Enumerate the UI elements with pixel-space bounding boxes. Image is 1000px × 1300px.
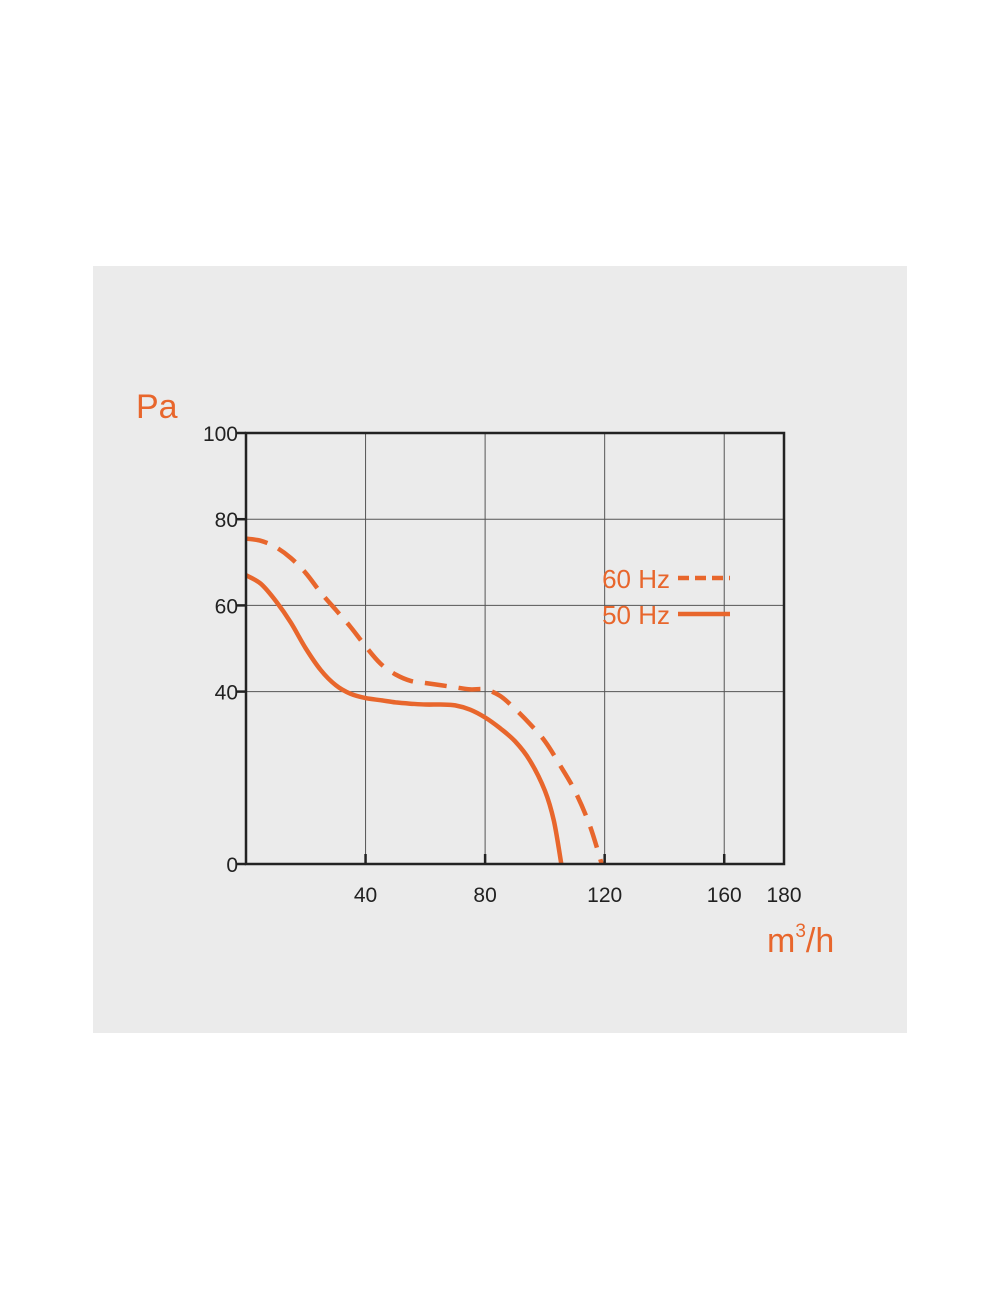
x-axis-label-tail: /h — [806, 922, 834, 960]
ticks: 40 80 120 160 180 0 40 60 80 100 — [203, 423, 802, 907]
y-axis-label: Pa — [136, 388, 178, 426]
tick-label-x-40: 40 — [354, 884, 377, 907]
tick-label-x-160: 160 — [707, 884, 742, 907]
x-axis-label: m3/h — [767, 921, 834, 960]
plot-frame — [244, 431, 786, 866]
tick-label-y-0: 0 — [226, 854, 238, 877]
legend: 60 Hz 50 Hz — [602, 564, 730, 630]
tick-label-y-40: 40 — [215, 682, 238, 705]
grid — [246, 433, 784, 864]
legend-label-50-hz: 50 Hz — [602, 600, 670, 630]
legend-label-60-hz: 60 Hz — [602, 564, 670, 594]
x-axis-label-main: m — [767, 922, 795, 960]
series-group — [244, 536, 604, 865]
series-line-60-hz — [245, 536, 604, 865]
series-line-50-hz — [244, 573, 564, 865]
x-axis-label-sup: 3 — [795, 921, 806, 942]
chart-background-panel — [93, 266, 907, 1033]
tick-label-x-120: 120 — [587, 884, 622, 907]
tick-label-x-80: 80 — [473, 884, 496, 907]
tick-label-y-80: 80 — [215, 509, 238, 532]
tick-label-y-60: 60 — [215, 595, 238, 618]
tick-label-x-180: 180 — [766, 884, 801, 907]
tick-label-y-100: 100 — [203, 423, 238, 446]
